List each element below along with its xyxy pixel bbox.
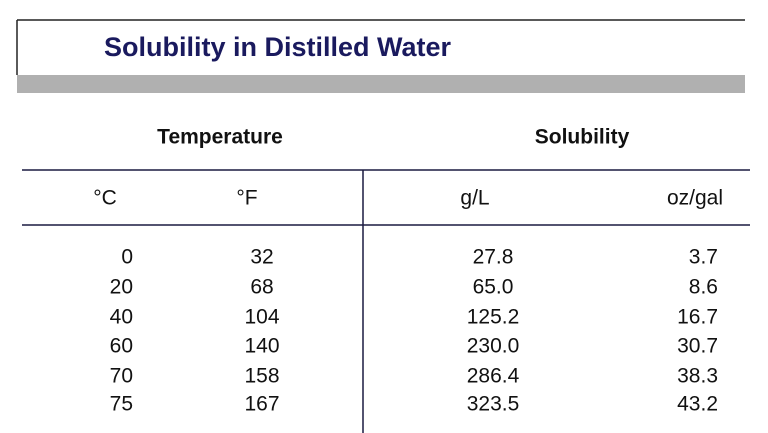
table-cell: 125.2 bbox=[467, 306, 520, 329]
unit-header: g/L bbox=[460, 187, 489, 210]
table-cell: 8.6 bbox=[689, 276, 718, 299]
table-cell: 0 bbox=[121, 246, 133, 269]
table-cell: 323.5 bbox=[467, 393, 520, 416]
title: Solubility in Distilled Water bbox=[104, 32, 452, 62]
group-header: Solubility bbox=[535, 126, 630, 149]
unit-header: °F bbox=[236, 187, 257, 210]
table-cell: 40 bbox=[110, 306, 133, 329]
table-cell: 30.7 bbox=[677, 335, 718, 358]
table-cell: 60 bbox=[110, 335, 133, 358]
table-cell: 70 bbox=[110, 365, 133, 388]
table-cell: 20 bbox=[110, 276, 133, 299]
table-cell: 65.0 bbox=[473, 276, 514, 299]
table-cell: 16.7 bbox=[677, 306, 718, 329]
title-bar bbox=[17, 75, 745, 93]
table-cell: 68 bbox=[250, 276, 273, 299]
table-cell: 3.7 bbox=[689, 246, 718, 269]
table-cell: 158 bbox=[244, 365, 279, 388]
table-cell: 32 bbox=[250, 246, 273, 269]
table-cell: 104 bbox=[244, 306, 279, 329]
table-cell: 286.4 bbox=[467, 365, 520, 388]
table-cell: 230.0 bbox=[467, 335, 520, 358]
unit-header: oz/gal bbox=[667, 187, 723, 210]
group-header: Temperature bbox=[157, 126, 283, 149]
table-cell: 27.8 bbox=[473, 246, 514, 269]
unit-header: °C bbox=[93, 187, 117, 210]
table-cell: 38.3 bbox=[677, 365, 718, 388]
table-cell: 75 bbox=[110, 393, 133, 416]
table-cell: 167 bbox=[244, 393, 279, 416]
table-cell: 43.2 bbox=[677, 393, 718, 416]
table-cell: 140 bbox=[244, 335, 279, 358]
